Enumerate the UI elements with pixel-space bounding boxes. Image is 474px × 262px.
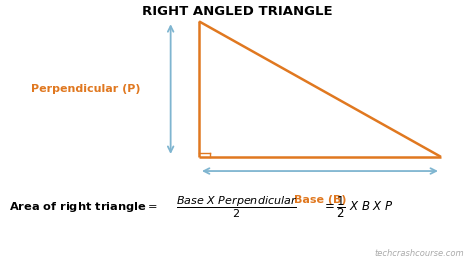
Text: Base (B): Base (B) [294,195,346,205]
Text: RIGHT ANGLED TRIANGLE: RIGHT ANGLED TRIANGLE [142,5,332,18]
Text: $=\dfrac{1}{2}\ \mathit{X\ B\ X\ P}$: $=\dfrac{1}{2}\ \mathit{X\ B\ X\ P}$ [322,194,394,220]
Text: Perpendicular (P): Perpendicular (P) [30,84,140,94]
Text: techcrashcourse.com: techcrashcourse.com [375,249,465,258]
Text: $\mathit{\dfrac{Base\ X\ Perpendicular}{2}}$: $\mathit{\dfrac{Base\ X\ Perpendicular}{… [176,194,298,220]
Text: Area of right triangle$=$: Area of right triangle$=$ [9,200,158,214]
